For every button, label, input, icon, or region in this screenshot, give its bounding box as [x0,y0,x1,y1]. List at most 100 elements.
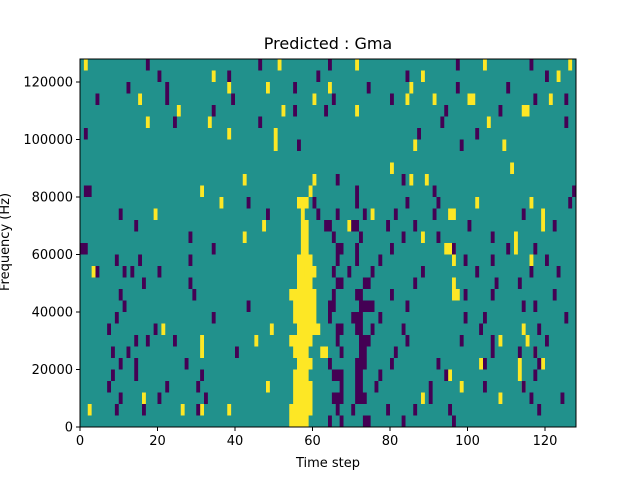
high-class-cell [242,231,247,243]
low-class-cell [490,231,495,243]
low-class-cell [564,312,569,324]
low-class-cell [297,139,301,151]
low-class-cell [556,266,561,278]
high-class-cell [355,105,360,117]
high-class-cell [297,277,313,289]
low-class-cell [428,381,433,393]
low-class-cell [95,266,100,278]
low-class-cell [192,289,197,301]
low-class-cell [246,197,251,209]
low-class-cell [145,335,150,347]
low-class-cell [196,404,201,416]
low-class-cell [370,266,375,278]
low-class-cell [405,70,410,82]
high-class-cell [293,346,309,358]
high-class-cell [514,243,518,255]
low-class-cell [355,369,363,381]
low-class-cell [483,381,487,393]
high-class-cell [200,346,205,358]
high-class-cell [424,174,429,186]
low-class-cell [134,335,139,347]
low-class-cell [529,266,534,278]
high-class-cell [254,335,259,347]
high-class-cell [541,208,546,220]
low-class-cell [118,392,123,404]
low-class-cell [134,369,139,381]
low-class-cell [467,220,472,232]
high-class-cell [452,277,456,289]
low-class-cell [142,404,146,416]
low-class-cell [362,415,371,427]
low-class-cell [173,335,177,347]
x-axis-label: Time step [295,456,360,471]
low-class-cell [359,300,375,312]
high-class-cell [219,197,224,209]
high-class-cell [300,220,309,232]
low-class-cell [417,128,422,140]
low-class-cell [312,197,317,209]
low-class-cell [405,335,410,347]
low-class-cell [122,300,127,312]
high-class-cell [448,369,453,381]
low-class-cell [452,243,456,255]
high-class-cell [320,346,328,358]
x-tick-label: 60 [304,434,321,449]
low-class-cell [235,346,239,358]
high-class-cell [548,93,553,105]
high-class-cell [293,392,313,404]
low-class-cell [165,82,170,94]
low-class-cell [258,116,263,128]
high-class-cell [200,185,205,197]
low-class-cell [483,312,487,324]
low-class-cell [114,254,119,266]
low-class-cell [231,93,236,105]
low-class-cell [390,93,394,105]
low-class-cell [184,358,189,370]
high-class-cell [300,231,309,243]
low-class-cell [537,323,542,335]
low-class-cell [316,70,321,82]
low-class-cell [324,220,332,232]
high-class-cell [297,323,321,335]
high-class-cell [502,139,507,151]
high-class-cell [293,381,313,393]
low-class-cell [355,254,360,266]
x-tick-label: 120 [533,434,558,449]
low-class-cell [196,381,201,393]
low-class-cell [533,93,538,105]
high-class-cell [390,162,394,174]
low-class-cell [455,59,460,71]
low-class-cell [211,243,216,255]
low-class-cell [165,381,170,393]
low-class-cell [463,289,468,301]
high-class-cell [289,289,317,301]
y-tick-label: 80000 [32,191,73,206]
low-class-cell [351,312,363,324]
high-class-cell [521,105,530,117]
low-class-cell [529,59,534,71]
low-class-cell [432,185,437,197]
y-tick-label: 120000 [23,76,73,91]
high-class-cell [452,289,460,301]
low-class-cell [339,415,344,427]
high-class-cell [521,323,526,335]
low-class-cell [316,208,321,220]
low-class-cell [436,358,441,370]
high-class-cell [153,208,158,220]
low-class-cell [533,243,538,255]
low-class-cell [211,312,216,324]
low-class-cell [506,82,511,94]
high-class-cell [207,116,212,128]
high-class-cell [541,220,546,232]
low-class-cell [331,369,344,381]
low-class-cell [432,208,437,220]
high-class-cell [289,335,313,347]
low-class-cell [401,231,406,243]
low-class-cell [390,358,394,370]
low-class-cell [413,404,418,416]
low-class-cell [564,116,569,128]
low-class-cell [370,323,375,335]
high-class-cell [200,335,205,347]
high-class-cell [479,358,484,370]
